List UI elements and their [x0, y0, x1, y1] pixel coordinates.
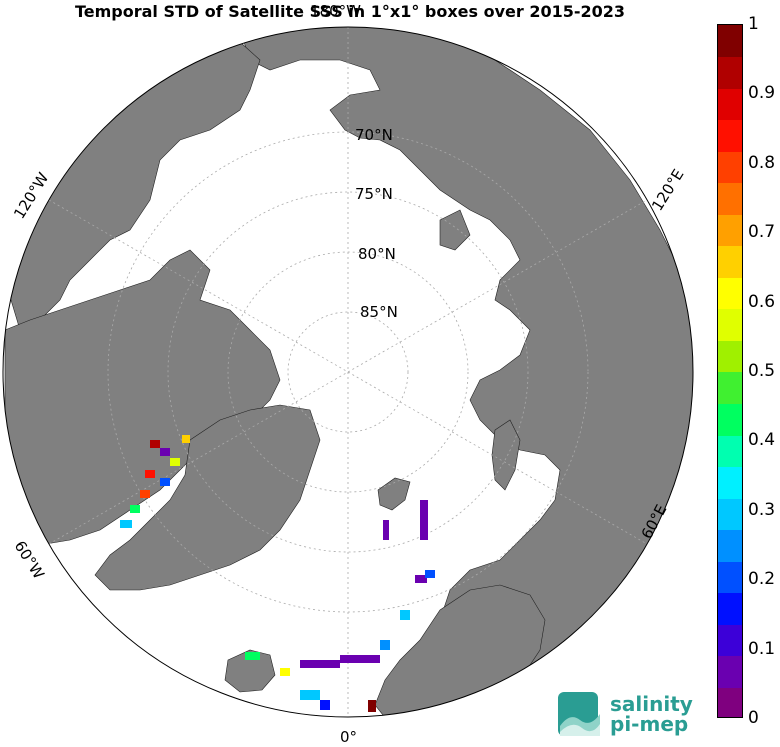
- lon-label-120e: 120°E: [648, 166, 687, 214]
- colorbar-segment: [718, 435, 742, 468]
- colorbar-segment: [718, 308, 742, 341]
- colorbar-tick-label: 0.3: [748, 499, 776, 520]
- land-severnaya-zemlya: [439, 209, 471, 251]
- logo-line1: salinity: [610, 692, 693, 716]
- colorbar-segment: [718, 466, 742, 499]
- colorbar-segment: [718, 151, 742, 184]
- map-boundary: [2, 26, 694, 718]
- lat-label-85: 85°N: [360, 303, 398, 321]
- lat-label-80: 80°N: [358, 245, 396, 263]
- colorbar-segment: [718, 119, 742, 152]
- colorbar-tick-label: 0.9: [748, 83, 776, 104]
- colorbar-tick-label: 0.2: [748, 569, 776, 590]
- colorbar-segment: [718, 340, 742, 373]
- colorbar-tick-label: 0.1: [748, 638, 776, 659]
- lon-label-180w: 180°W: [310, 2, 361, 20]
- colorbar-tick-label: 0.5: [748, 361, 776, 381]
- colorbar-segment: [718, 245, 742, 278]
- colorbar-segment: [718, 56, 742, 89]
- land-eurasia: [239, 27, 693, 706]
- lon-label-0: 0°: [340, 728, 357, 746]
- colorbar-segment: [718, 214, 742, 247]
- logo-line2: pi-mep: [610, 712, 689, 736]
- map-title: Temporal STD of Satellite SSS in 1°x1° b…: [74, 2, 626, 21]
- colorbar-tick-label: 1: [748, 14, 759, 34]
- lat-label-75: 75°N: [355, 185, 393, 203]
- land-greenland: [94, 404, 321, 591]
- sss-std-cells: [120, 435, 435, 712]
- land-novaya-zemlya: [491, 419, 521, 491]
- colorbar-tick-label: 0.4: [748, 430, 776, 451]
- land-canadian-archipelago: [4, 249, 281, 546]
- lat-label-70: 70°N: [355, 126, 393, 144]
- colorbar-segment: [718, 88, 742, 121]
- colorbar-tick-label: 0.8: [748, 152, 776, 173]
- colorbar-segment: [718, 561, 742, 594]
- polar-map: 70°N 75°N 80°N 85°N 180°W 0° 120°W 60°W …: [2, 2, 694, 746]
- colorbar-segment: [718, 687, 742, 717]
- colorbar-segment: [718, 655, 742, 688]
- colorbar-tick-label: 0.6: [748, 291, 776, 312]
- colorbar-segment: [718, 277, 742, 310]
- logo-wave-icon: [558, 692, 600, 736]
- colorbar: [717, 24, 743, 718]
- colorbar-segment: [718, 372, 742, 405]
- colorbar-segment: [718, 498, 742, 531]
- lon-label-60w: 60°W: [11, 538, 48, 583]
- graticule: [48, 27, 648, 717]
- colorbar-segment: [718, 25, 742, 58]
- colorbar-segment: [718, 182, 742, 215]
- colorbar-segment: [718, 624, 742, 657]
- colorbar-tick-label: 0.7: [748, 222, 776, 243]
- colorbar-segment: [718, 592, 742, 625]
- land-iceland: [224, 649, 276, 693]
- colorbar-segment: [718, 403, 742, 436]
- salinity-pimep-logo: salinity pi-mep: [558, 690, 693, 738]
- colorbar-tick-label: 0: [748, 708, 759, 728]
- colorbar-segment: [718, 529, 742, 562]
- land-svalbard: [377, 477, 411, 511]
